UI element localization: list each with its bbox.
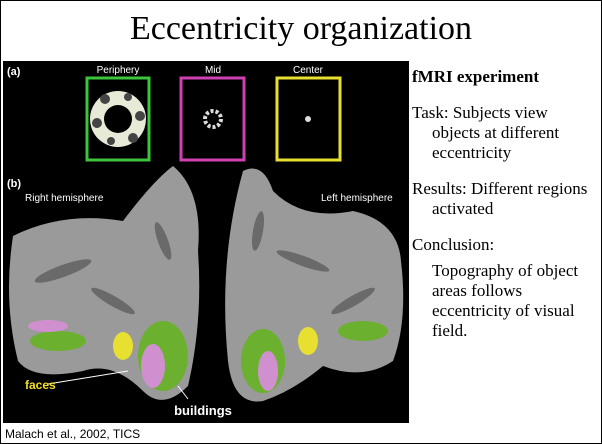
stimulus-frame <box>181 78 244 160</box>
bullet: Results: Different regions activated <box>412 179 600 219</box>
citation: Malach et al., 2002, TICS <box>5 427 140 441</box>
hemisphere-label: Right hemisphere <box>25 193 104 204</box>
stimulus-hole <box>104 105 132 133</box>
annotation: buildings <box>174 403 232 418</box>
bullet: Conclusion: <box>412 235 600 255</box>
figure: (a) Periphery Mid Center (b) Right hemis… <box>3 61 409 423</box>
slide-title: Eccentricity organization <box>1 9 601 49</box>
annotation: faces <box>25 378 56 392</box>
slide: Eccentricity organization (a) Periphery … <box>0 0 602 444</box>
hemisphere-label: Left hemisphere <box>321 193 393 204</box>
panel-label: (b) <box>7 178 21 190</box>
condition-label: Mid <box>205 65 221 76</box>
stimulus-dot <box>305 116 311 122</box>
notes: fMRI experiment Task: Subjects view obje… <box>412 67 600 341</box>
condition-label: Periphery <box>97 65 140 76</box>
sub-bullet: Topography of object areas follows eccen… <box>412 261 600 341</box>
panel-label: (a) <box>7 66 21 78</box>
bullet: Task: Subjects view objects at different… <box>412 103 600 163</box>
notes-heading: fMRI experiment <box>412 67 600 87</box>
condition-label: Center <box>293 65 324 76</box>
